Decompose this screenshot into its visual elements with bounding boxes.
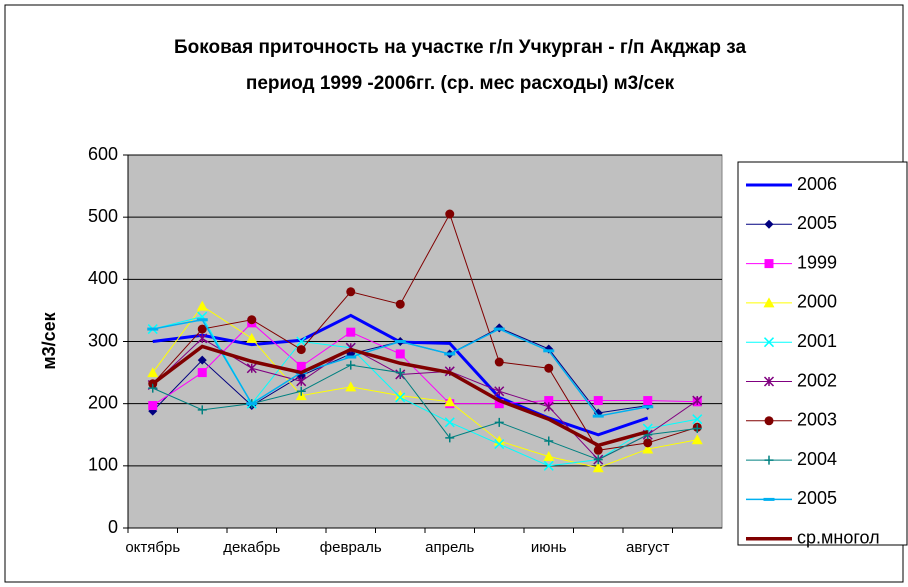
y-tick-label: 500 bbox=[88, 206, 118, 226]
marker bbox=[296, 336, 307, 347]
marker bbox=[246, 363, 257, 374]
marker bbox=[444, 417, 455, 428]
marker bbox=[395, 299, 405, 309]
marker bbox=[445, 209, 455, 219]
marker bbox=[593, 396, 603, 406]
marker bbox=[692, 395, 703, 406]
legend-label: 2004 bbox=[797, 449, 837, 469]
y-tick-label: 300 bbox=[88, 330, 118, 350]
marker bbox=[494, 439, 505, 450]
x-tick-label: июнь bbox=[531, 539, 567, 556]
marker bbox=[544, 396, 554, 406]
marker bbox=[543, 401, 554, 412]
marker bbox=[346, 287, 356, 297]
legend-marker bbox=[763, 376, 775, 387]
marker bbox=[692, 414, 703, 425]
marker bbox=[247, 315, 257, 325]
marker bbox=[592, 462, 604, 473]
marker bbox=[246, 332, 258, 343]
marker bbox=[345, 381, 357, 392]
marker bbox=[692, 424, 702, 434]
series-line bbox=[151, 344, 649, 448]
marker bbox=[197, 368, 207, 378]
marker bbox=[296, 361, 306, 371]
marker bbox=[643, 438, 653, 448]
marker bbox=[197, 355, 207, 365]
x-tick-label: февраль bbox=[320, 539, 382, 556]
marker bbox=[642, 443, 654, 454]
marker bbox=[147, 367, 159, 378]
marker bbox=[296, 386, 306, 396]
marker bbox=[197, 405, 207, 415]
marker bbox=[444, 396, 456, 407]
legend-label: ср.многол bbox=[797, 527, 880, 547]
marker bbox=[543, 451, 555, 462]
marker bbox=[691, 434, 703, 445]
marker bbox=[494, 386, 505, 397]
marker bbox=[148, 401, 158, 411]
legend-marker bbox=[764, 259, 774, 269]
y-axis-label: м3/сек bbox=[39, 311, 59, 369]
series-line bbox=[152, 305, 698, 469]
legend-label: 2001 bbox=[797, 331, 837, 351]
legend-marker bbox=[764, 416, 774, 426]
marker bbox=[544, 436, 554, 446]
legend-label: 2005 bbox=[797, 213, 837, 233]
legend-label: 2000 bbox=[797, 292, 837, 312]
chart-title: Боковая приточность на участке г/п Учкур… bbox=[174, 37, 747, 58]
x-tick-label: август bbox=[626, 539, 670, 556]
marker bbox=[593, 445, 603, 455]
marker bbox=[296, 345, 306, 355]
marker bbox=[395, 392, 406, 403]
legend-label: 2003 bbox=[797, 410, 837, 430]
legend-marker bbox=[764, 219, 774, 229]
marker bbox=[196, 300, 208, 311]
marker bbox=[494, 357, 504, 367]
legend-marker bbox=[763, 297, 775, 308]
marker bbox=[544, 363, 554, 373]
legend-marker bbox=[764, 455, 774, 465]
marker bbox=[346, 327, 356, 337]
y-tick-label: 100 bbox=[88, 455, 118, 475]
marker bbox=[394, 390, 406, 401]
marker bbox=[395, 349, 405, 359]
x-tick-label: декабрь bbox=[223, 539, 280, 556]
marker bbox=[148, 383, 158, 393]
marker bbox=[296, 376, 307, 387]
series-line bbox=[152, 322, 698, 406]
y-tick-label: 400 bbox=[88, 268, 118, 288]
series-line bbox=[152, 364, 698, 461]
y-tick-label: 600 bbox=[88, 144, 118, 164]
y-tick-label: 0 bbox=[108, 517, 118, 537]
marker bbox=[395, 368, 405, 378]
legend-label: 2002 bbox=[797, 370, 837, 390]
marker bbox=[643, 396, 653, 406]
x-tick-label: октябрь bbox=[125, 539, 180, 556]
x-tick-label: апрель bbox=[425, 539, 474, 556]
marker bbox=[346, 360, 356, 370]
marker bbox=[197, 324, 207, 334]
series-line bbox=[152, 212, 698, 451]
marker bbox=[543, 460, 554, 471]
marker bbox=[445, 433, 455, 443]
marker bbox=[494, 417, 504, 427]
legend-label: 1999 bbox=[797, 252, 837, 272]
legend-marker bbox=[763, 337, 775, 348]
marker bbox=[593, 455, 603, 465]
chart-title: период 1999 -2006гг. (ср. мес расходы) м… bbox=[246, 73, 675, 94]
legend-label: 2005 bbox=[797, 488, 837, 508]
marker bbox=[197, 333, 208, 344]
marker bbox=[494, 399, 504, 409]
legend-label: 2006 bbox=[797, 174, 837, 194]
y-tick-label: 200 bbox=[88, 392, 118, 412]
